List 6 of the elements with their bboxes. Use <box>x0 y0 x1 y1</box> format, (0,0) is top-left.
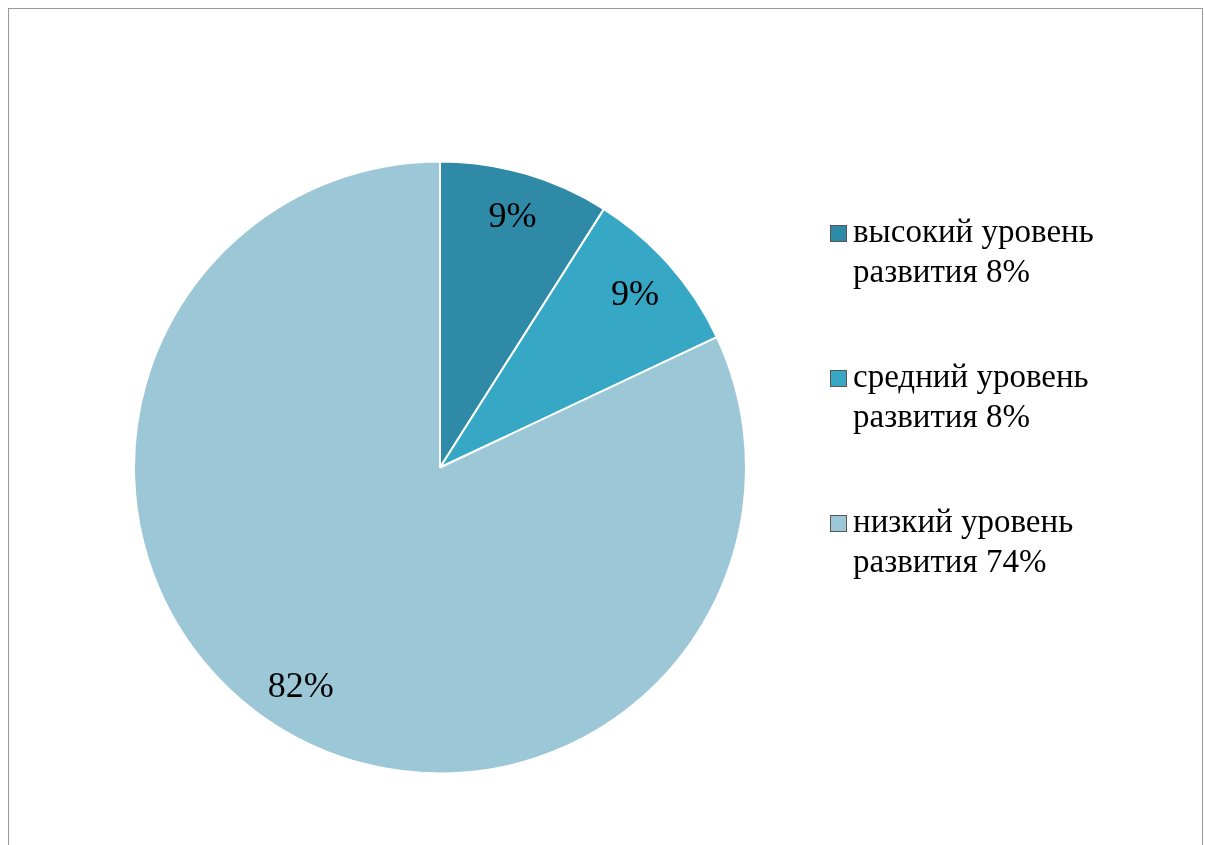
legend-label: низкий уровень развития 74% <box>853 502 1075 581</box>
legend-label: средний уровень развития 8% <box>853 357 1090 436</box>
data-label: 82% <box>267 664 334 705</box>
legend-label: высокий уровень развития 8% <box>853 212 1095 291</box>
data-label: 9% <box>611 272 660 313</box>
data-label: 9% <box>488 195 537 236</box>
